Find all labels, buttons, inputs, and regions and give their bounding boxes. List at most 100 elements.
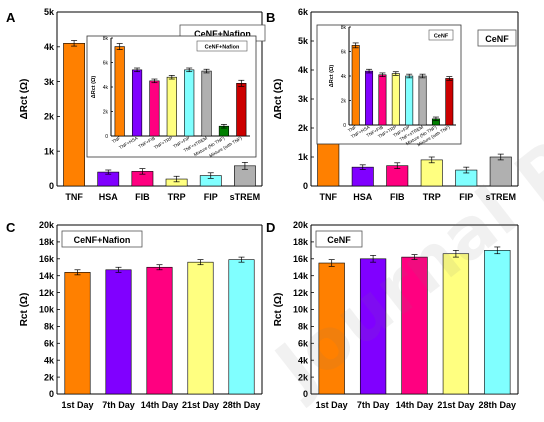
y-tick-label-D-4: 8k <box>298 322 309 332</box>
bar-B-inset-7 <box>445 78 454 126</box>
x-tick-label-C-1: 7th Day <box>102 400 135 410</box>
panel-label-C: C <box>6 220 16 235</box>
x-tick-label-D-1: 7th Day <box>357 400 390 410</box>
y-tick-label-C-6: 12k <box>39 288 55 298</box>
panel-C: C 0 2k 4k 6k 8k 10k 12k 14k 16k 18k 20k Rct (Ω) 1st D… <box>6 220 263 410</box>
x-tick-label-B-1: HSA <box>353 192 373 202</box>
x-tick-label-B-4: FIP <box>459 192 473 202</box>
y-tick-label-C-3: 6k <box>44 338 55 348</box>
bar-A-inset-0 <box>114 46 125 137</box>
y-tick-label-A-inset-1: 2k <box>103 109 109 115</box>
y-tick-label-C-9: 18k <box>39 237 55 247</box>
inset-legend-text-A: CeNF+Nafion <box>205 45 240 51</box>
legend-box-C <box>61 230 143 248</box>
x-tick-label-D-3: 21st Day <box>437 400 474 410</box>
bar-D-0 <box>318 262 345 395</box>
bar-D-1 <box>359 258 387 395</box>
bar-C-2 <box>146 266 173 395</box>
x-tick-label-A-1: HSA <box>99 192 119 202</box>
y-tick-label-A-inset-4: 8k <box>103 36 109 42</box>
bar-D-4 <box>484 250 511 395</box>
panel-label-B: B <box>266 10 275 25</box>
x-tick-label-C-2: 14th Day <box>141 400 179 410</box>
y-tick-label-D-0: 0 <box>303 389 308 399</box>
legend-text-B: CeNF <box>485 34 509 44</box>
bar-B-3 <box>420 159 443 187</box>
bar-C-3 <box>187 261 214 395</box>
y-tick-label-C-7: 14k <box>39 271 55 281</box>
legend-box-B <box>477 29 517 47</box>
x-tick-label-C-0: 1st Day <box>61 400 93 410</box>
y-tick-label-B-inset-4: 8k <box>341 25 347 31</box>
y-tick-label-D-3: 6k <box>298 338 309 348</box>
y-tick-label-B-4: 4k <box>298 65 309 75</box>
legend-text-D: CeNF <box>327 235 351 245</box>
inset-legend-box-B <box>428 29 454 41</box>
x-tick-label-A-4: FIP <box>204 192 218 202</box>
legend-text-C: CeNF+Nafion <box>74 235 131 245</box>
x-tick-label-A-5: sTREM <box>230 192 261 202</box>
y-tick-label-A-5: 5k <box>44 7 55 17</box>
x-tick-label-A-inset-0: TNF <box>111 135 121 144</box>
inset-frame-B <box>316 24 462 145</box>
y-tick-label-D-5: 10k <box>293 305 309 315</box>
x-tick-label-A-3: TRP <box>168 192 186 202</box>
bar-A-inset-1 <box>131 69 143 137</box>
panel-A: A 0 1k 2k 3k 4k 5k ΔRct (Ω) TNF HSA FIB TRP FIP sTREM… <box>6 7 266 202</box>
y-tick-label-B-2: 2k <box>298 123 309 133</box>
y-tick-label-A-2: 2k <box>44 112 55 122</box>
y-tick-label-D-7: 14k <box>293 271 309 281</box>
x-tick-label-A-2: FIB <box>135 192 150 202</box>
legend-box-D <box>315 230 363 248</box>
bar-B-1 <box>351 166 374 187</box>
y-tick-label-C-1: 2k <box>44 372 55 382</box>
x-tick-label-C-4: 28th Day <box>223 400 261 410</box>
x-tick-label-B-5: sTREM <box>485 192 516 202</box>
bar-A-0 <box>63 43 85 187</box>
x-tick-label-D-0: 1st Day <box>316 400 348 410</box>
y-tick-label-C-8: 16k <box>39 254 55 264</box>
y-tick-label-B-inset-1: 2k <box>341 98 347 104</box>
inset-legend-text-B: CeNF <box>434 34 449 40</box>
bar-A-inset-7 <box>236 83 247 137</box>
panel-label-D: D <box>266 220 275 235</box>
y-tick-label-C-2: 4k <box>44 355 55 365</box>
y-tick-label-D-6: 12k <box>293 288 309 298</box>
bar-B-inset-3 <box>391 73 400 126</box>
inset-legend-box-A <box>196 40 248 52</box>
bar-B-inset-1 <box>365 70 374 126</box>
panel-D: D 0 2k 4k 6k 8k 10k 12k 14k 16k 18k 20k Rct (Ω) 1st D… <box>266 220 519 410</box>
x-tick-label-D-2: 14th Day <box>396 400 434 410</box>
y-tick-label-B-1: 1k <box>298 152 309 162</box>
y-axis-label-C: Rct (Ω) <box>19 293 30 327</box>
y-tick-label-B-inset-3: 6k <box>341 49 347 55</box>
x-tick-label-B-0: TNF <box>320 192 338 202</box>
y-tick-label-A-inset-0: 0 <box>105 134 108 140</box>
y-tick-label-B-inset-2: 4k <box>341 74 347 80</box>
panel-label-A: A <box>6 10 16 25</box>
y-axis-label-D: Rct (Ω) <box>273 293 284 327</box>
y-tick-label-A-4: 4k <box>44 42 55 52</box>
bar-B-5 <box>489 156 512 187</box>
y-tick-label-C-0: 0 <box>49 389 54 399</box>
x-tick-label-B-inset-0: TNF <box>347 124 357 133</box>
y-tick-label-B-5: 5k <box>298 36 309 46</box>
x-tick-label-C-3: 21st Day <box>182 400 219 410</box>
bar-B-inset-2 <box>378 74 387 126</box>
bar-A-inset-2 <box>149 80 160 137</box>
y-tick-label-C-5: 10k <box>39 305 55 315</box>
y-tick-label-A-1: 1k <box>44 146 55 156</box>
bar-A-inset-5 <box>201 70 212 137</box>
y-axis-label-A-inset: ΔRct (Ω) <box>91 76 97 99</box>
y-tick-label-D-1: 2k <box>298 372 309 382</box>
bar-C-1 <box>105 269 132 395</box>
y-axis-label-B: ΔRct (Ω) <box>273 79 284 120</box>
bar-B-inset-5 <box>418 75 427 126</box>
x-tick-label-B-2: FIB <box>390 192 405 202</box>
y-axis-label-A: ΔRct (Ω) <box>19 79 30 120</box>
bar-A-inset-3 <box>166 76 177 137</box>
y-tick-label-D-9: 18k <box>293 237 309 247</box>
y-tick-label-D-8: 16k <box>293 254 309 264</box>
bar-D-2 <box>401 256 428 395</box>
